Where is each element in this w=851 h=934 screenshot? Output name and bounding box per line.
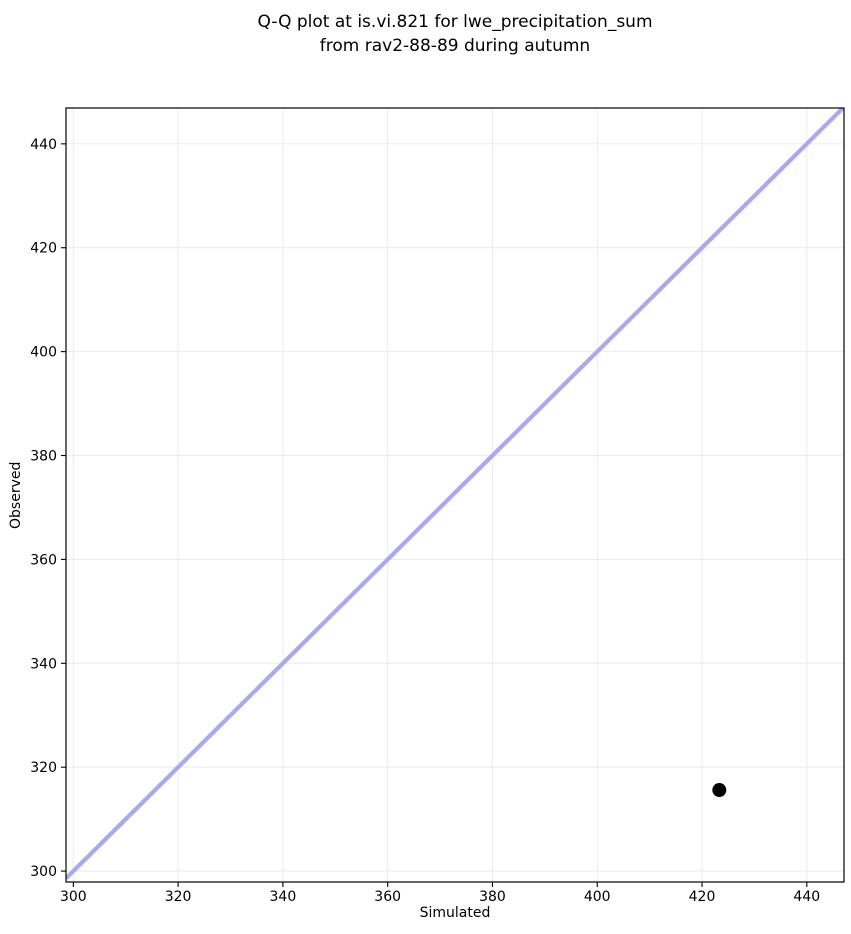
identity-line xyxy=(66,108,844,880)
chart-title-line-1: Q-Q plot at is.vi.821 for lwe_precipitat… xyxy=(257,12,653,32)
x-tick-label: 400 xyxy=(584,889,611,905)
y-axis-label: Observed xyxy=(8,461,24,529)
y-tick-label: 360 xyxy=(30,552,57,568)
y-tick-label: 380 xyxy=(30,449,57,465)
x-tick-label: 360 xyxy=(374,889,401,905)
x-tick-label: 300 xyxy=(60,889,87,905)
chart-title: Q-Q plot at is.vi.821 for lwe_precipitat… xyxy=(66,10,844,58)
y-tick-label: 400 xyxy=(30,345,57,361)
x-tick-label: 340 xyxy=(270,889,297,905)
data-point xyxy=(712,783,727,798)
x-tick-label: 320 xyxy=(165,889,192,905)
y-tick-label: 320 xyxy=(30,760,57,776)
x-axis-label: Simulated xyxy=(419,905,491,921)
x-tick-label: 420 xyxy=(689,889,716,905)
y-tick-label: 340 xyxy=(30,656,57,672)
axes-spines xyxy=(65,107,845,883)
y-tick-label: 300 xyxy=(30,864,57,880)
y-tick-label: 440 xyxy=(30,137,57,153)
x-tick-label: 380 xyxy=(479,889,506,905)
y-tick-label: 420 xyxy=(30,241,57,257)
x-tick-label: 440 xyxy=(793,889,820,905)
chart-title-line-2: from rav2-88-89 during autumn xyxy=(319,36,591,56)
